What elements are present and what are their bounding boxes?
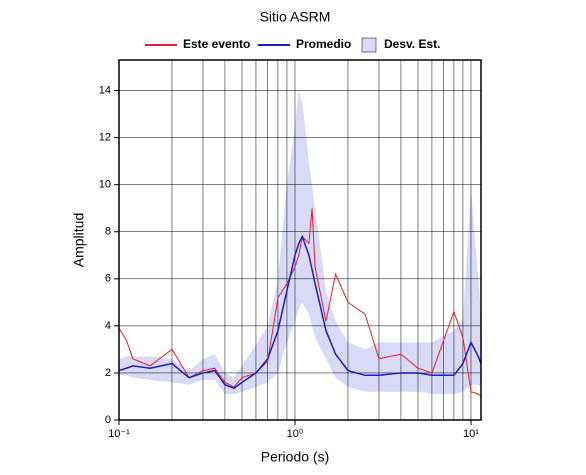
y-tick-label: 14 [99,84,111,96]
x-tick-label: 10¹ [463,428,479,440]
legend-label: Promedio [296,37,351,51]
y-tick-label: 10 [99,179,111,191]
x-tick-label: 10⁰ [287,428,304,440]
x-axis-label: Periodo (s) [261,449,329,465]
y-tick-label: 4 [105,320,111,332]
legend-label: Desv. Est. [384,37,440,51]
y-tick-label: 6 [105,273,111,285]
y-tick-label: 2 [105,367,111,379]
plot-frame [118,59,482,421]
series-line [118,208,482,397]
legend-label: Este evento [183,37,250,51]
x-tick-label: 10⁻¹ [108,428,130,440]
legend-swatch [361,37,377,53]
y-tick-label: 8 [105,226,111,238]
y-tick-label: 12 [99,132,111,144]
chart-title: Sitio ASRM [260,9,331,25]
series-line [118,234,482,390]
y-tick-label: 0 [105,414,111,426]
y-axis-label: Amplitud [71,213,87,267]
